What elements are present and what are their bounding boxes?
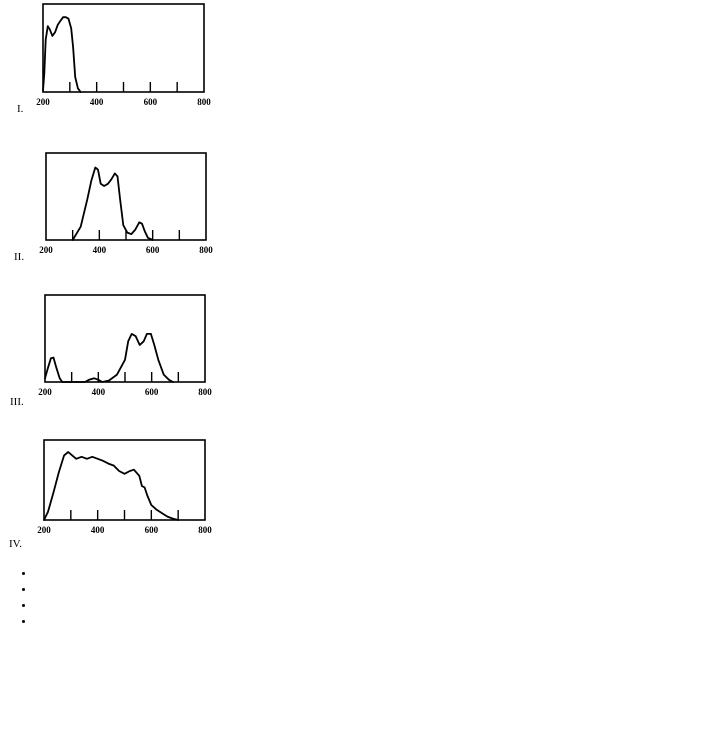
chart-svg: 200 400 600 800 <box>36 3 211 107</box>
x-tick-label: 200 <box>36 97 50 107</box>
chart-label-ii: II. <box>14 251 25 263</box>
spectrum-chart-iii: 200 400 600 800 <box>0 290 230 410</box>
series-line <box>43 451 180 521</box>
chart-svg: 200 400 600 800 <box>37 439 212 535</box>
x-tick-label: 600 <box>145 387 159 397</box>
chart-svg: 200 400 600 800 <box>38 294 212 397</box>
chart-label-iv: IV. <box>9 538 22 550</box>
spectrum-chart-i: 200 400 600 800 <box>0 0 230 120</box>
x-tick-label: 600 <box>145 525 159 535</box>
spectrum-chart-ii: 200 400 600 800 <box>0 148 230 268</box>
spectrum-chart-iv: 200 400 600 800 <box>0 435 230 555</box>
series-line <box>71 166 154 241</box>
bullet-dot <box>22 588 25 591</box>
plot-frame <box>44 294 206 383</box>
x-tick-label: 400 <box>90 97 104 107</box>
x-tick-label: 400 <box>92 387 106 397</box>
bullet-dot <box>22 620 25 623</box>
x-tick-label: 800 <box>198 525 212 535</box>
series-line <box>44 333 174 383</box>
x-tick-label: 600 <box>146 245 160 255</box>
series-line <box>42 16 82 93</box>
chart-label-i: I. <box>17 103 24 115</box>
bullet-dot <box>22 604 25 607</box>
chart-svg: 200 400 600 800 <box>39 152 213 255</box>
x-tick-label: 400 <box>91 525 105 535</box>
plot-frame <box>45 152 207 241</box>
x-tick-label: 400 <box>93 245 107 255</box>
x-tick-label: 800 <box>197 97 211 107</box>
x-tick-label: 800 <box>198 387 212 397</box>
x-tick-label: 200 <box>39 245 53 255</box>
bullet-dot <box>22 572 25 575</box>
x-tick-label: 800 <box>199 245 213 255</box>
x-tick-label: 600 <box>144 97 158 107</box>
x-tick-label: 200 <box>37 525 51 535</box>
chart-label-iii: III. <box>10 396 24 408</box>
x-tick-label: 200 <box>38 387 52 397</box>
